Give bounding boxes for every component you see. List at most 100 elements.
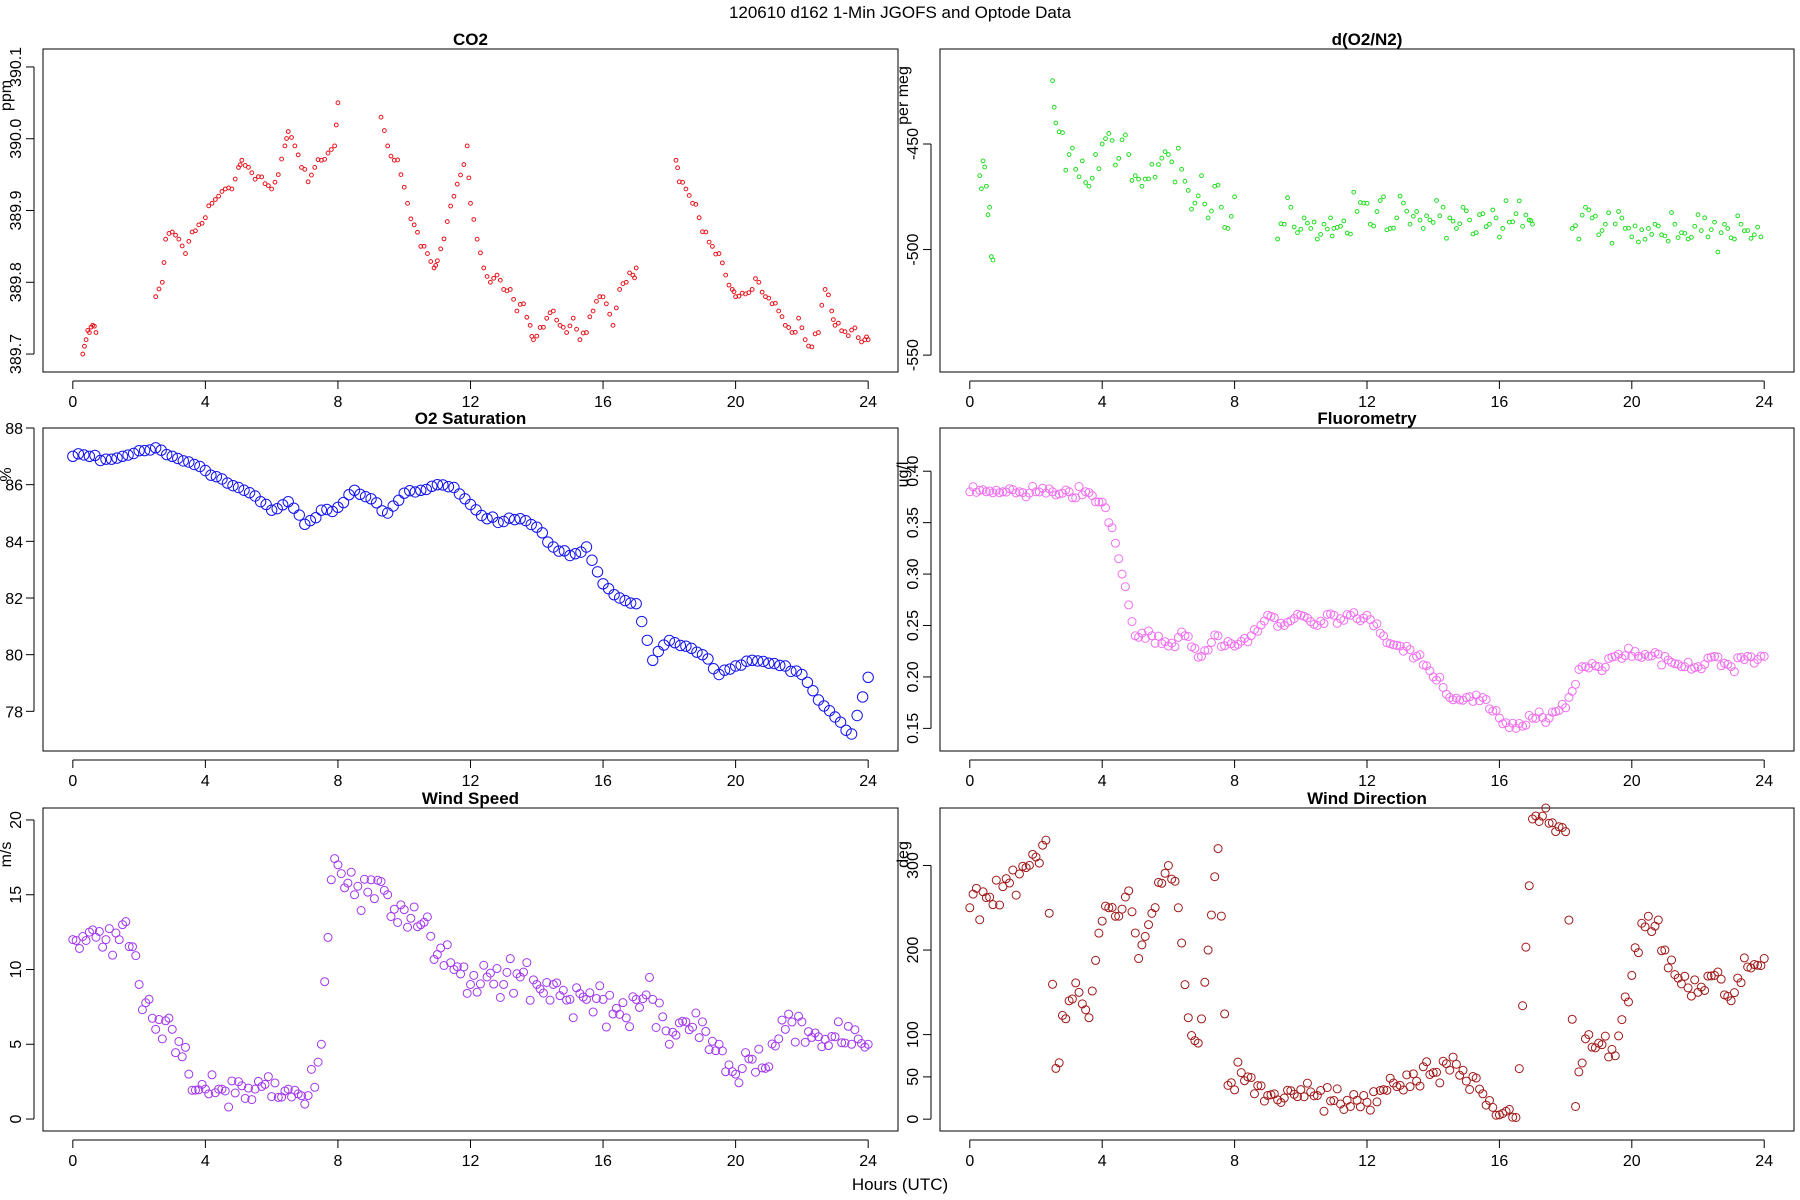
data-point (607, 311, 613, 317)
data-point (1379, 1085, 1389, 1095)
data-point (1401, 200, 1406, 206)
data-point (588, 1007, 598, 1017)
data-point (627, 270, 632, 276)
data-point (237, 1081, 247, 1091)
data-point (1309, 1091, 1319, 1101)
data-point (127, 942, 137, 952)
data-point (376, 877, 386, 887)
data-point (304, 514, 317, 527)
data-point (1324, 226, 1330, 232)
data-point (1136, 176, 1142, 182)
data-point (1501, 718, 1511, 728)
data-point (532, 979, 542, 989)
data-point (1157, 878, 1167, 888)
data-point (1415, 1081, 1425, 1091)
data-point (1341, 218, 1347, 224)
data-point (827, 1031, 837, 1041)
data-points (977, 78, 1764, 263)
data-point (978, 186, 984, 192)
x-tick-label: 4 (1098, 394, 1107, 411)
data-point (754, 1044, 764, 1054)
data-point (718, 664, 731, 676)
data-point (1382, 1085, 1392, 1095)
data-point (1751, 232, 1757, 238)
data-point (381, 507, 394, 519)
data-point (1150, 638, 1160, 648)
data-point (456, 969, 466, 979)
data-point (206, 203, 212, 209)
x-tick-label: 12 (462, 1153, 480, 1170)
data-point (1477, 212, 1482, 218)
data-point (511, 296, 516, 302)
data-point (630, 597, 642, 610)
y-tick-label: -500 (905, 233, 922, 265)
data-point (1113, 162, 1118, 168)
data-point (1213, 844, 1223, 854)
data-point (1425, 1070, 1435, 1080)
data-point (1716, 974, 1726, 984)
data-point (1755, 224, 1760, 230)
data-point (396, 900, 406, 910)
data-point (252, 176, 258, 182)
data-point (1642, 236, 1648, 242)
data-point (1326, 609, 1336, 619)
data-point (1081, 487, 1091, 497)
data-point (1735, 213, 1741, 219)
data-point (991, 875, 1001, 885)
data-point (1374, 209, 1380, 214)
data-point (1410, 213, 1416, 219)
data-point (214, 1084, 224, 1094)
data-point (691, 646, 703, 658)
data-point (403, 922, 413, 932)
plot-frame (42, 427, 899, 752)
data-point (800, 1037, 810, 1047)
data-point (485, 968, 495, 978)
data-point (1682, 230, 1688, 236)
data-point (1630, 943, 1640, 953)
data-point (343, 878, 353, 888)
data-point (167, 1024, 177, 1034)
data-point (860, 1042, 870, 1052)
data-point (1405, 645, 1415, 655)
data-point (149, 442, 162, 454)
data-point (1216, 641, 1226, 651)
data-point (434, 258, 440, 264)
data-point (1079, 158, 1085, 164)
y-axis: 78 80 82 84 86 88 (5, 421, 35, 721)
data-point (489, 979, 499, 989)
data-point (184, 1069, 194, 1079)
data-point (83, 450, 96, 463)
data-point (503, 512, 515, 524)
data-point (525, 518, 537, 531)
data-point (479, 960, 489, 970)
data-point (1523, 212, 1529, 218)
data-point (312, 165, 318, 170)
x-tick-label: 24 (1755, 773, 1773, 790)
data-point (299, 165, 304, 170)
data-point (1160, 637, 1170, 647)
data-point (1491, 1110, 1501, 1120)
data-point (1620, 651, 1630, 661)
data-point (82, 343, 87, 349)
data-point (1126, 152, 1132, 157)
data-point (1487, 221, 1492, 227)
data-point (1680, 662, 1690, 672)
data-point (1066, 152, 1072, 157)
data-point (1375, 628, 1385, 638)
data-point (1348, 231, 1353, 237)
data-point (641, 990, 651, 1000)
data-point (1662, 233, 1668, 239)
x-tick-label: 20 (1623, 394, 1641, 411)
data-point (1187, 1031, 1197, 1041)
data-point (635, 1002, 645, 1012)
data-point (1057, 488, 1067, 498)
data-point (577, 337, 583, 343)
data-point (777, 1015, 787, 1025)
data-point (1014, 869, 1024, 879)
data-point (240, 1093, 250, 1103)
data-point (1579, 212, 1585, 218)
x-tick-label: 24 (859, 773, 877, 790)
data-point (1301, 215, 1307, 221)
x-tick-label: 4 (1098, 773, 1107, 790)
data-point (378, 114, 384, 120)
